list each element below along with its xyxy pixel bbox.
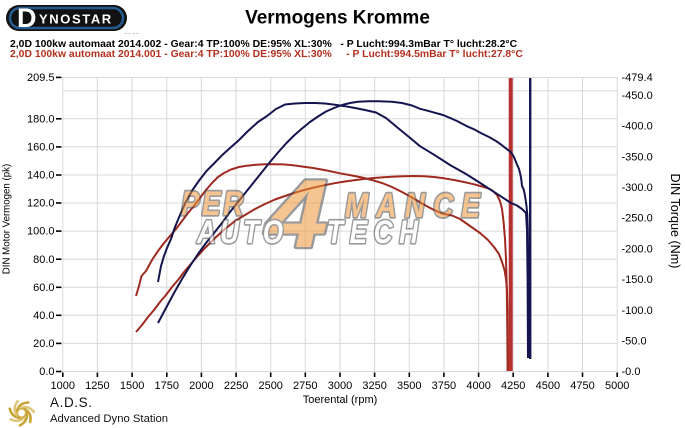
svg-text:Vermogens Kromme: Vermogens Kromme xyxy=(245,8,430,29)
svg-text:2750: 2750 xyxy=(293,380,317,392)
svg-text:1500: 1500 xyxy=(120,380,144,392)
svg-text:D: D xyxy=(17,3,37,33)
svg-text:DIN Motor Vermogen (pk): DIN Motor Vermogen (pk) xyxy=(2,164,13,274)
svg-text:MANCE: MANCE xyxy=(345,186,488,224)
svg-text:.... ....: .... .... xyxy=(124,30,139,36)
svg-text:3250: 3250 xyxy=(362,380,386,392)
svg-text:160.0: 160.0 xyxy=(27,142,55,154)
svg-text:-400.0: -400.0 xyxy=(622,121,653,133)
svg-text:100.0: 100.0 xyxy=(27,226,55,238)
svg-text:0.0: 0.0 xyxy=(39,366,54,378)
svg-text:Advanced Dyno Station: Advanced Dyno Station xyxy=(50,413,168,425)
svg-text:1000: 1000 xyxy=(51,380,75,392)
svg-text:YNOSTAR: YNOSTAR xyxy=(39,12,113,27)
svg-text:4250: 4250 xyxy=(501,380,525,392)
svg-text:-479.4: -479.4 xyxy=(622,72,653,84)
svg-text:5000: 5000 xyxy=(605,380,629,392)
svg-text:-200.0: -200.0 xyxy=(622,243,653,255)
svg-text:4500: 4500 xyxy=(536,380,560,392)
svg-text:1750: 1750 xyxy=(155,380,179,392)
svg-text:20.0: 20.0 xyxy=(33,338,54,350)
svg-text:2,0D 100kw automaat 2014.002 -: 2,0D 100kw automaat 2014.002 - Gear:4 TP… xyxy=(10,39,518,50)
svg-text:60.0: 60.0 xyxy=(33,282,54,294)
svg-text:-150.0: -150.0 xyxy=(622,274,653,286)
svg-text:2000: 2000 xyxy=(189,380,213,392)
svg-text:3000: 3000 xyxy=(328,380,352,392)
svg-text:-100.0: -100.0 xyxy=(622,305,653,317)
svg-text:4750: 4750 xyxy=(570,380,594,392)
svg-text:AUTO: AUTO xyxy=(196,216,287,251)
svg-text:-0.0: -0.0 xyxy=(622,366,641,378)
svg-text:-50.0: -50.0 xyxy=(622,335,647,347)
svg-text:Toerental (rpm): Toerental (rpm) xyxy=(303,394,378,406)
svg-text:TECH: TECH xyxy=(327,216,425,251)
svg-text:-300.0: -300.0 xyxy=(622,182,653,194)
svg-text:-350.0: -350.0 xyxy=(622,151,653,163)
svg-text:-450.0: -450.0 xyxy=(622,90,653,102)
svg-text:120.0: 120.0 xyxy=(27,198,55,210)
svg-text:3500: 3500 xyxy=(397,380,421,392)
svg-text:2500: 2500 xyxy=(258,380,282,392)
svg-text:DIN Torque (Nm): DIN Torque (Nm) xyxy=(668,174,682,269)
svg-text:40.0: 40.0 xyxy=(33,310,54,322)
svg-text:A.D.S.: A.D.S. xyxy=(50,395,93,410)
svg-text:-250.0: -250.0 xyxy=(622,213,653,225)
svg-text:140.0: 140.0 xyxy=(27,170,55,182)
svg-text:80.0: 80.0 xyxy=(33,254,54,266)
svg-text:4: 4 xyxy=(264,160,328,269)
svg-text:3750: 3750 xyxy=(432,380,456,392)
svg-text:4000: 4000 xyxy=(466,380,490,392)
svg-text:180.0: 180.0 xyxy=(27,113,55,125)
svg-text:209.5: 209.5 xyxy=(27,72,55,84)
svg-text:PER: PER xyxy=(181,184,246,222)
svg-text:2250: 2250 xyxy=(224,380,248,392)
svg-text:2,0D 100kw automaat 2014.001 -: 2,0D 100kw automaat 2014.001 - Gear:4 TP… xyxy=(10,49,523,60)
svg-text:1250: 1250 xyxy=(85,380,109,392)
